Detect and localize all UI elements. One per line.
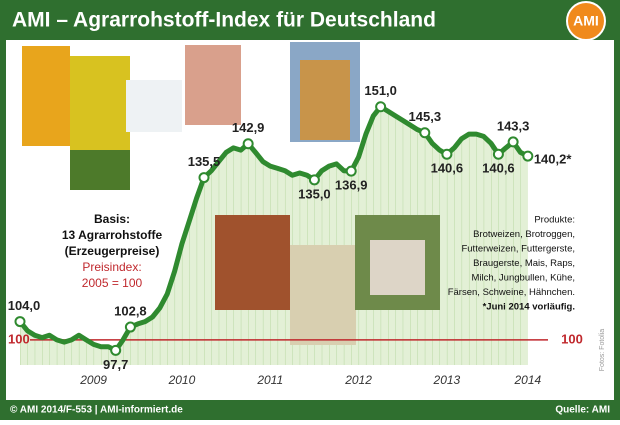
photo-wheat-field <box>290 245 356 345</box>
chart-title: AMI – Agrarrohstoff-Index für Deutschlan… <box>12 9 436 32</box>
data-label: 136,9 <box>335 178 368 193</box>
data-label: 142,9 <box>232 120 265 135</box>
x-tick-label: 2009 <box>79 373 107 387</box>
data-label: 97,7 <box>103 357 128 372</box>
photo-credit: Fotos: Fotolia <box>599 329 606 372</box>
photo-corn <box>22 46 70 146</box>
x-tick-label: 2011 <box>256 373 283 387</box>
data-label: 135,5 <box>188 154 221 169</box>
index-line: 2005 = 100 <box>82 276 143 290</box>
data-label: 145,3 <box>409 109 442 124</box>
products-line: *Juni 2014 vorläufig. <box>483 302 575 313</box>
y-tick-label: 100 <box>561 331 583 346</box>
basis-line: 13 Agrarrohstoffe <box>62 228 163 242</box>
photo-wheat-ears <box>300 60 350 140</box>
basis-line: (Erzeugerpreise) <box>65 244 160 258</box>
point <box>522 150 534 162</box>
data-label: 143,3 <box>497 118 530 133</box>
x-tick-label: 2010 <box>168 373 196 387</box>
x-tick-label: 2012 <box>344 373 372 387</box>
photo-milk <box>126 80 182 132</box>
logo-text: AMI <box>573 13 599 29</box>
point <box>198 172 210 184</box>
products-note: Produkte: Brotweizen, Brotroggen, Futterwe… <box>448 215 575 313</box>
point <box>375 101 387 113</box>
data-label: 140,2* <box>534 152 573 167</box>
point <box>308 174 320 186</box>
products-line: Braugerste, Mais, Raps, <box>473 258 575 269</box>
products-line: Futterweizen, Futtergerste, <box>461 244 575 255</box>
products-line: Milch, Jungbullen, Kühe, <box>471 273 575 284</box>
index-line: Preisindex: <box>82 260 141 274</box>
products-line: Brotweizen, Brotroggen, <box>473 229 575 240</box>
photo-cow <box>370 240 425 295</box>
point <box>14 316 26 328</box>
point <box>419 127 431 139</box>
point <box>124 321 136 333</box>
x-tick-label: 2013 <box>433 373 461 387</box>
x-tick-label: 2014 <box>513 373 541 387</box>
y-tick-label: 100 <box>8 331 30 346</box>
point <box>492 148 504 160</box>
products-line: Produkte: <box>534 215 575 226</box>
footer-left: © AMI 2014/F-553 | AMI-informiert.de <box>10 405 183 416</box>
point <box>110 344 122 356</box>
photos <box>22 42 440 345</box>
point <box>441 148 453 160</box>
data-label: 104,0 <box>8 298 41 313</box>
basis-note: Basis: 13 Agrarrohstoffe (Erzeugerpreise) P… <box>62 212 163 290</box>
footer-right: Quelle: AMI <box>555 405 610 416</box>
point <box>345 165 357 177</box>
products-line: Färsen, Schweine, Hähnchen. <box>448 287 575 298</box>
photo-rapeseed-leaves <box>70 150 130 190</box>
photo-chickens <box>215 215 290 310</box>
data-label: 102,8 <box>114 303 147 318</box>
data-label: 151,0 <box>364 83 397 98</box>
data-label: 140,6 <box>482 161 515 176</box>
basis-line: Basis: <box>94 212 130 226</box>
data-label: 140,6 <box>431 161 464 176</box>
logo <box>566 1 606 41</box>
data-label: 135,0 <box>298 186 331 201</box>
photo-pigs <box>185 45 241 125</box>
point <box>242 138 254 150</box>
point <box>507 136 519 148</box>
